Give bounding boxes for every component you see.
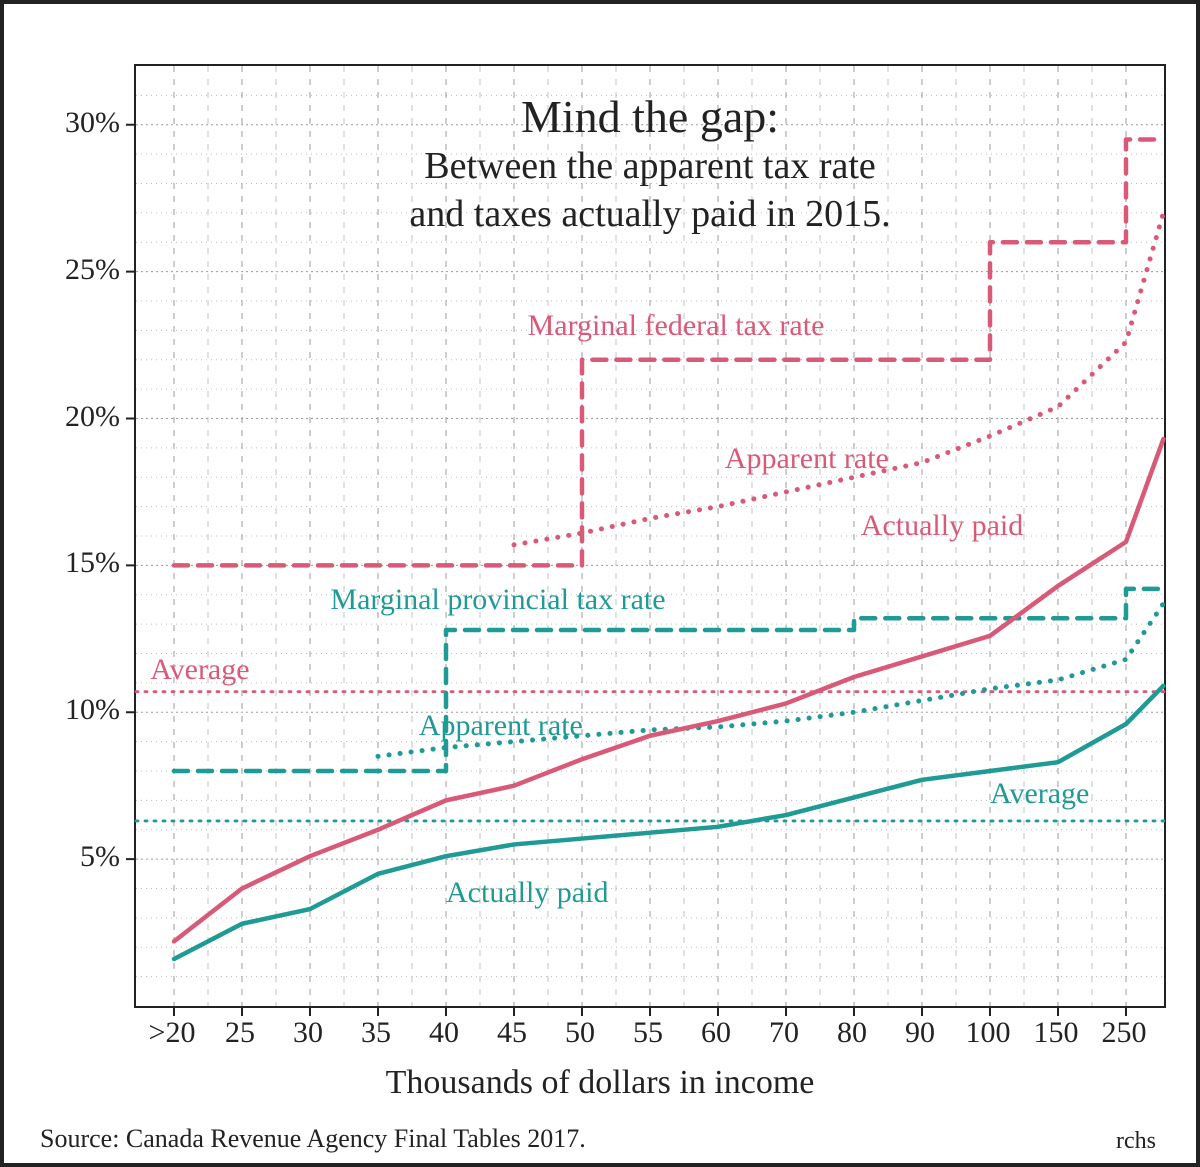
x-tick-label: 80	[837, 1016, 867, 1050]
series-label: Average	[150, 653, 249, 687]
series-label: Apparent rate	[419, 709, 583, 743]
x-tick-label: 60	[701, 1016, 731, 1050]
series-label: Marginal provincial tax rate	[330, 583, 665, 617]
x-tick-label: 35	[361, 1016, 391, 1050]
x-tick-label: 40	[429, 1016, 459, 1050]
x-tick-label: 50	[565, 1016, 595, 1050]
signature: rchs	[1116, 1128, 1156, 1155]
x-axis-label: Thousands of dollars in income	[386, 1064, 815, 1102]
y-tick-label: 15%	[4, 546, 120, 580]
x-tick-label: 250	[1102, 1016, 1147, 1050]
x-tick-label: >20	[149, 1016, 196, 1050]
x-tick-label: 90	[905, 1016, 935, 1050]
source-text: Source: Canada Revenue Agency Final Tabl…	[40, 1124, 586, 1154]
plot-area: Mind the gap:Between the apparent tax ra…	[134, 64, 1166, 1008]
y-tick-label: 30%	[4, 106, 120, 140]
x-tick-label: 150	[1034, 1016, 1079, 1050]
x-tick-label: 100	[966, 1016, 1011, 1050]
x-tick-label: 30	[293, 1016, 323, 1050]
x-tick-label: 45	[497, 1016, 527, 1050]
chart-title-line: Mind the gap:	[521, 90, 779, 143]
series-label: Actually paid	[861, 509, 1023, 543]
series-label: Average	[990, 777, 1089, 811]
y-tick-label: 25%	[4, 253, 120, 287]
series-label: Actually paid	[446, 876, 608, 910]
series-label: Apparent rate	[725, 442, 889, 476]
x-tick-label: 25	[225, 1016, 255, 1050]
chart-title-line: and taxes actually paid in 2015.	[409, 192, 890, 236]
y-tick-label: 5%	[4, 840, 120, 874]
y-tick-label: 10%	[4, 693, 120, 727]
y-tick-label: 20%	[4, 400, 120, 434]
chart-outer-frame: Mind the gap:Between the apparent tax ra…	[0, 0, 1200, 1167]
x-tick-label: 70	[769, 1016, 799, 1050]
chart-title-line: Between the apparent tax rate	[424, 144, 876, 188]
x-tick-label: 55	[633, 1016, 663, 1050]
series-label: Marginal federal tax rate	[528, 309, 825, 343]
